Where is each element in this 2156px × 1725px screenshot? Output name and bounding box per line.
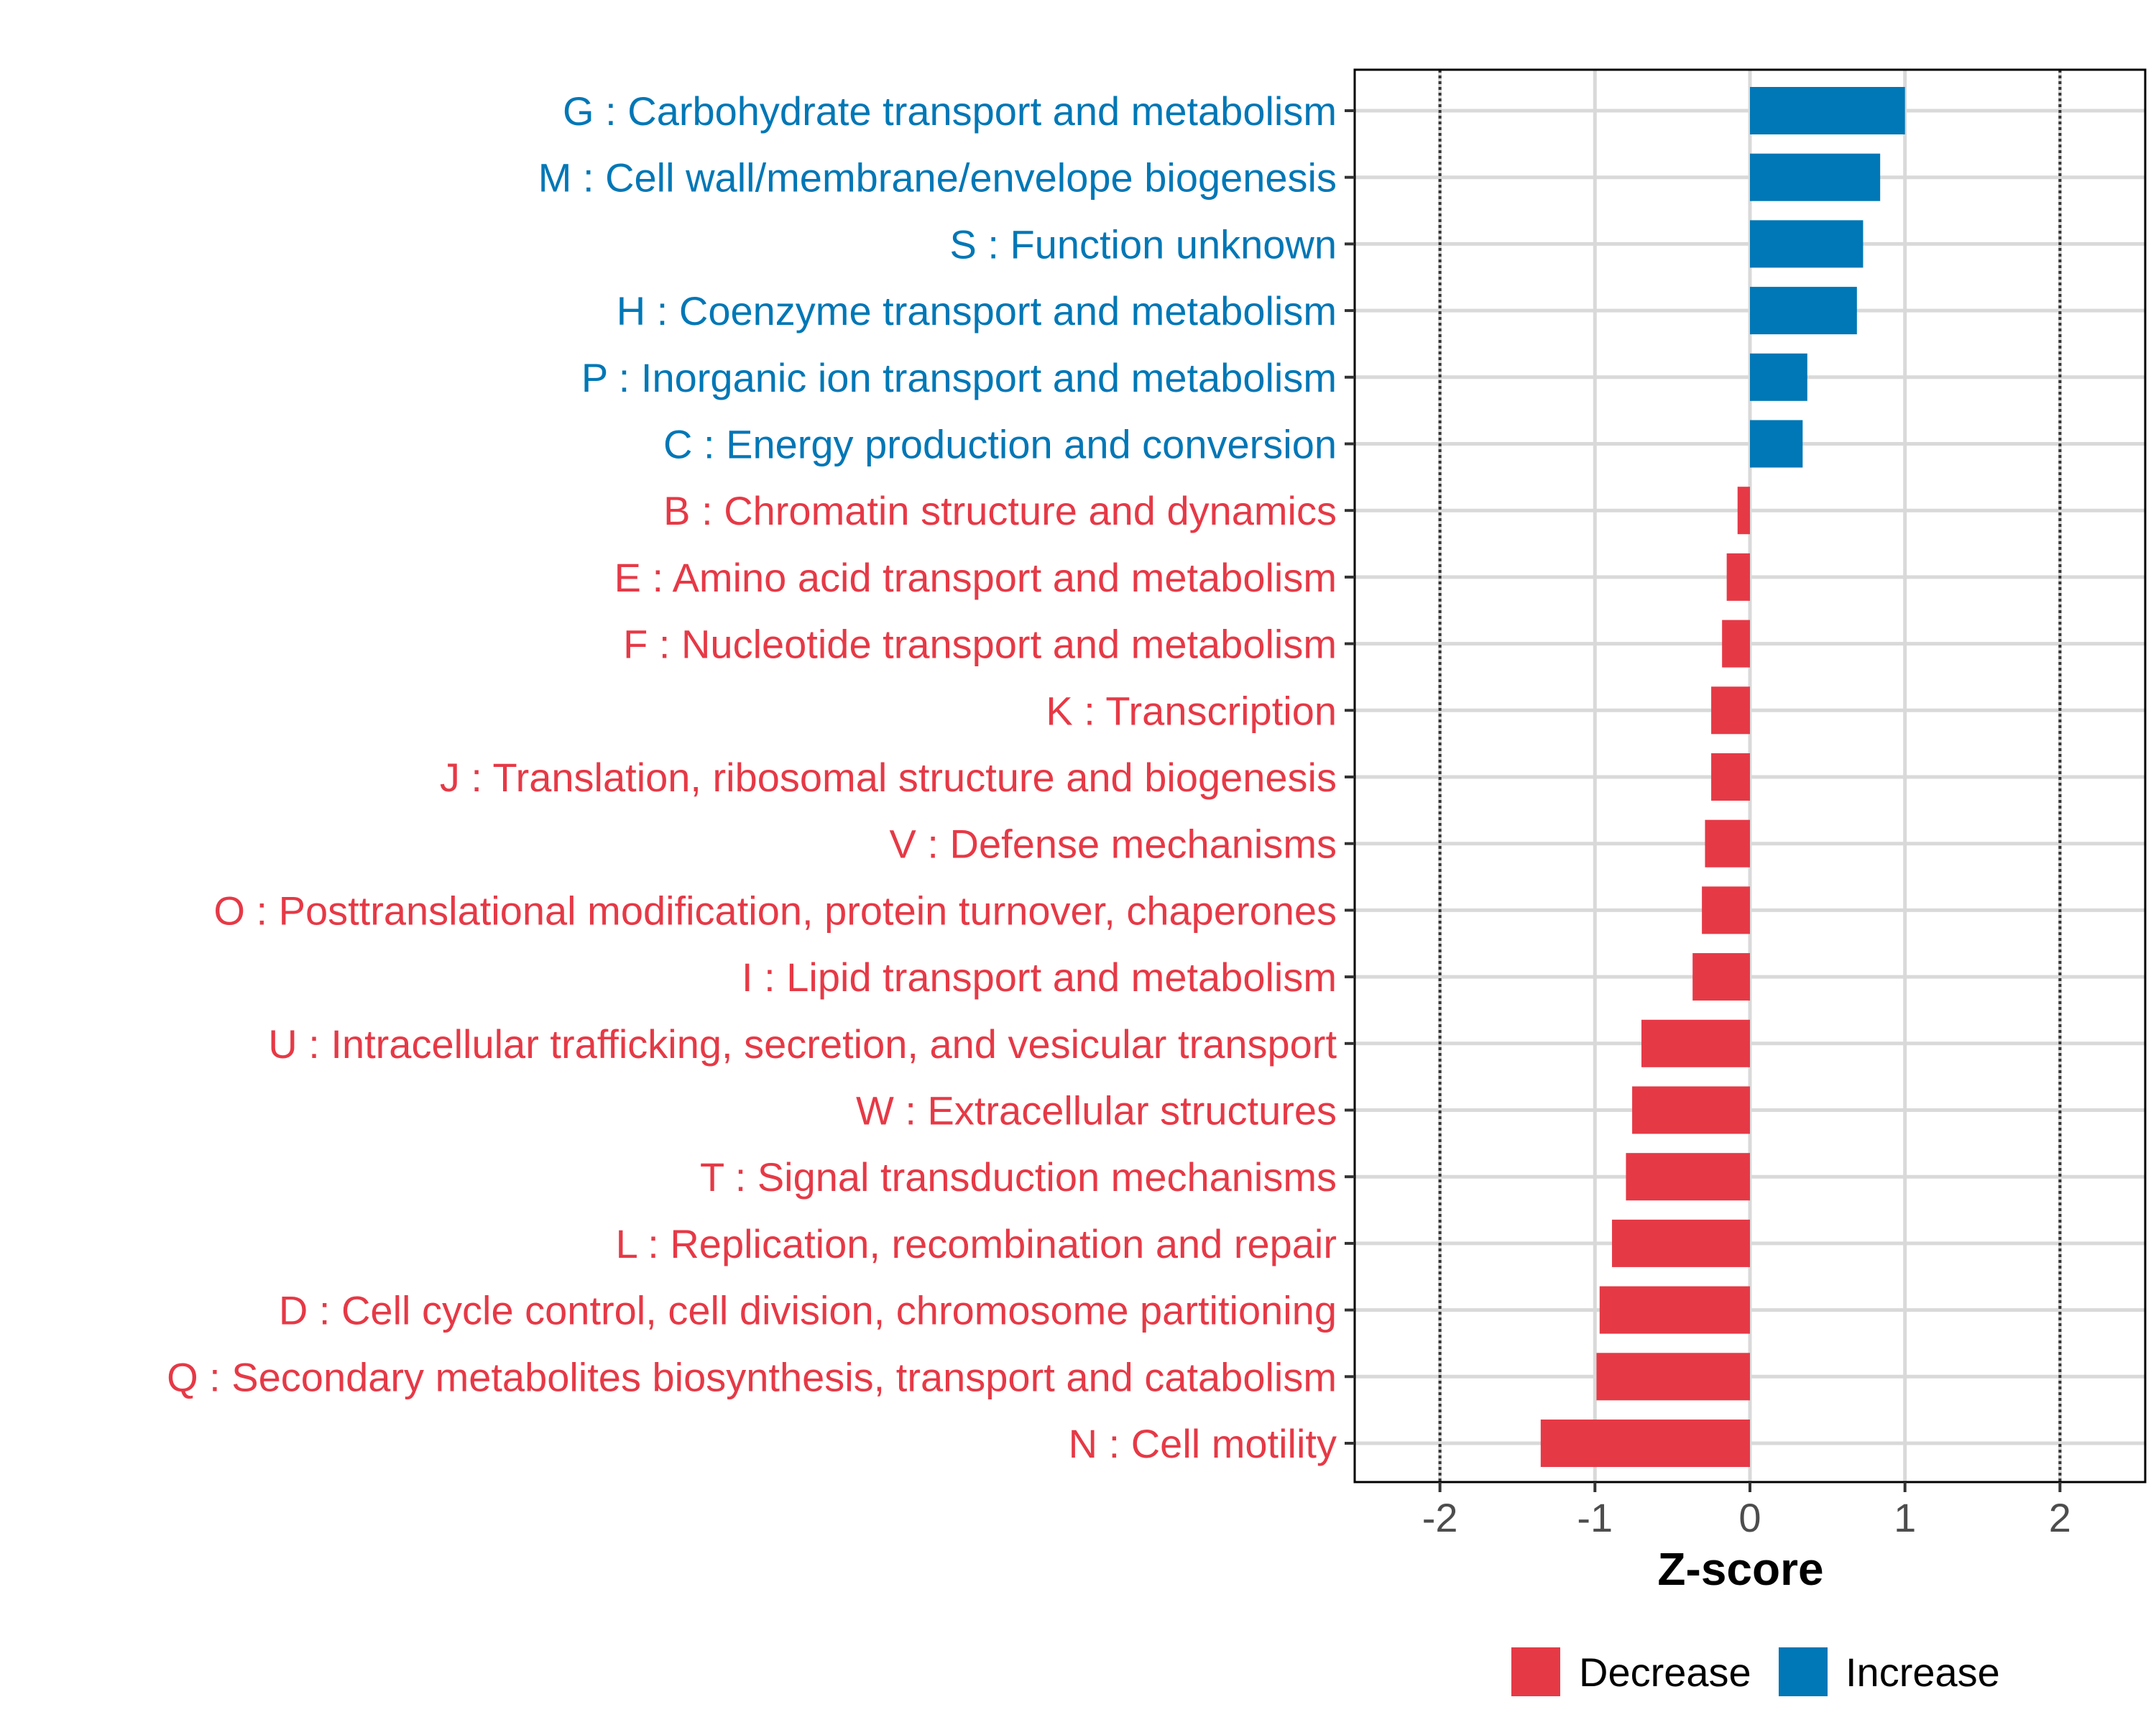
- bar-e: [1726, 553, 1750, 601]
- y-axis-label: C : Energy production and conversion: [663, 422, 1337, 467]
- legend-swatch-increase: [1779, 1647, 1828, 1696]
- y-axis-label: P : Inorganic ion transport and metaboli…: [581, 355, 1337, 400]
- y-axis-label: U : Intracellular trafficking, secretion…: [268, 1021, 1337, 1067]
- bar-h: [1750, 287, 1857, 335]
- bar-t: [1626, 1153, 1750, 1201]
- bars: [1540, 87, 1905, 1467]
- bar-w: [1632, 1086, 1750, 1134]
- y-axis-label: I : Lipid transport and metabolism: [742, 954, 1337, 1000]
- x-axis-ticks: [1438, 1482, 2062, 1492]
- bar-u: [1641, 1019, 1750, 1067]
- y-axis-label: L : Replication, recombination and repai…: [616, 1221, 1337, 1266]
- bar-f: [1722, 620, 1750, 668]
- y-axis-label: F : Nucleotide transport and metabolism: [623, 622, 1337, 667]
- y-axis-label: O : Posttranslational modification, prot…: [213, 888, 1337, 933]
- x-axis-tick-labels: -2 -1 0 1 2: [1422, 1495, 2071, 1540]
- bar-j: [1711, 753, 1750, 801]
- y-axis-label: D : Cell cycle control, cell division, c…: [279, 1288, 1337, 1333]
- bar-m: [1750, 153, 1881, 201]
- y-axis-labels: G : Carbohydrate transport and metabolis…: [167, 88, 1337, 1466]
- x-tick-label: 0: [1738, 1495, 1761, 1540]
- bar-s: [1750, 220, 1864, 268]
- x-tick-label: -1: [1577, 1495, 1613, 1540]
- bar-g: [1750, 87, 1905, 134]
- y-axis-label: S : Function unknown: [949, 221, 1337, 267]
- y-axis-label: T : Signal transduction mechanisms: [700, 1154, 1337, 1200]
- bar-b: [1737, 487, 1750, 535]
- legend-label-decrease: Decrease: [1579, 1650, 1751, 1695]
- legend-label-increase: Increase: [1846, 1650, 2000, 1695]
- bar-q: [1596, 1353, 1750, 1401]
- y-axis-label: B : Chromatin structure and dynamics: [663, 488, 1337, 533]
- y-axis-label: H : Coenzyme transport and metabolism: [617, 288, 1337, 334]
- x-tick-label: 2: [2049, 1495, 2071, 1540]
- bar-i: [1692, 953, 1750, 1001]
- y-axis-label: E : Amino acid transport and metabolism: [614, 555, 1337, 600]
- bar-d: [1599, 1286, 1750, 1334]
- y-axis-label: G : Carbohydrate transport and metabolis…: [563, 88, 1337, 134]
- legend: Decrease Increase: [1511, 1647, 2000, 1696]
- bar-c: [1750, 420, 1803, 468]
- bar-v: [1705, 819, 1750, 868]
- x-axis-title: Z-score: [1657, 1543, 1823, 1595]
- bar-l: [1612, 1219, 1750, 1267]
- bar-k: [1711, 686, 1750, 735]
- y-axis-label: V : Defense mechanisms: [890, 822, 1337, 867]
- bar-n: [1540, 1420, 1750, 1467]
- y-axis-label: K : Transcription: [1046, 688, 1337, 733]
- y-axis-label: Q : Secondary metabolites biosynthesis, …: [167, 1354, 1337, 1399]
- legend-swatch-decrease: [1511, 1647, 1560, 1696]
- y-axis-label: N : Cell motility: [1069, 1421, 1337, 1466]
- bar-p: [1750, 353, 1807, 401]
- bar-o: [1702, 886, 1750, 934]
- y-axis-ticks: [1345, 109, 1355, 1445]
- x-tick-label: -2: [1422, 1495, 1458, 1540]
- y-axis-label: W : Extracellular structures: [856, 1088, 1337, 1133]
- y-axis-label: J : Translation, ribosomal structure and…: [440, 755, 1337, 800]
- y-axis-label: M : Cell wall/membrane/envelope biogenes…: [538, 155, 1337, 201]
- x-tick-label: 1: [1894, 1495, 1916, 1540]
